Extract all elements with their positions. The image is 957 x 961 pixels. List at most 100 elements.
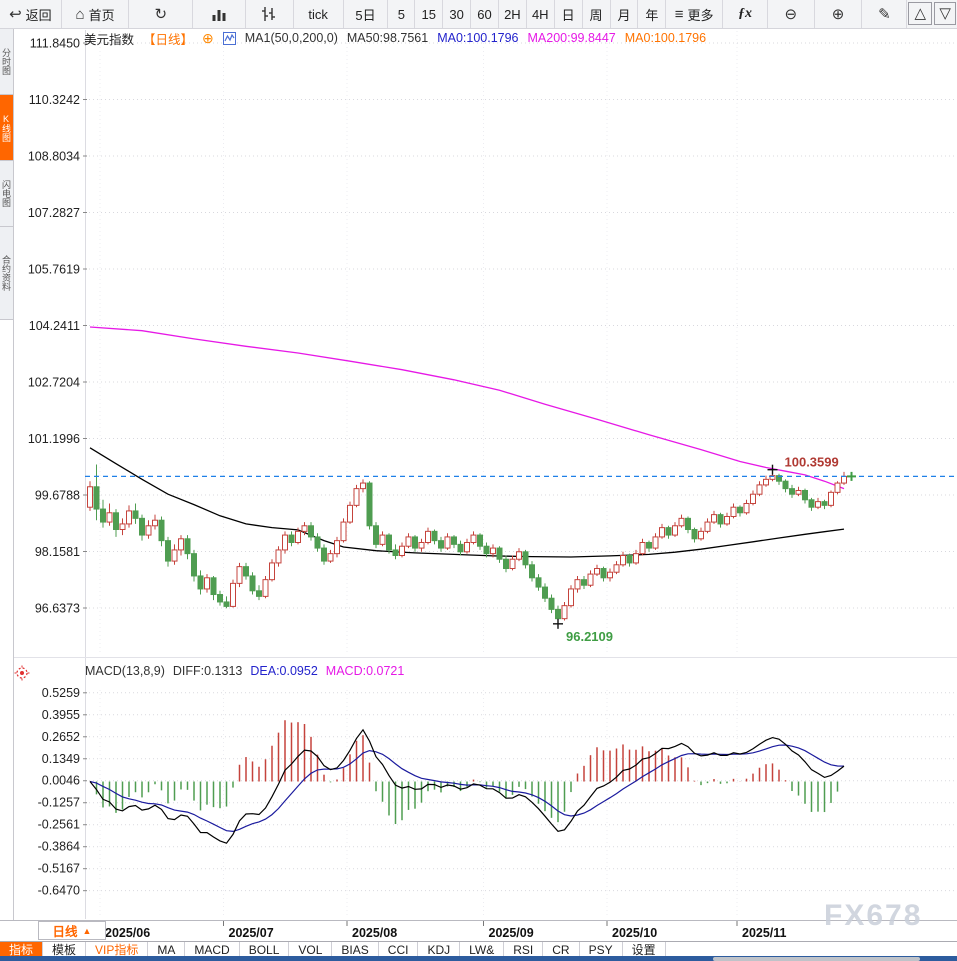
period-5-button[interactable]: 5 bbox=[388, 0, 416, 28]
period-day-button[interactable]: 日 bbox=[555, 0, 583, 28]
period-2h-button[interactable]: 2H bbox=[499, 0, 527, 28]
price-chart-legend: 美元指数 【日线】 ⊕ MA1(50,0,200,0) MA50:98.7561 MA0:… bbox=[84, 29, 706, 47]
tab-lw[interactable]: LW& bbox=[460, 942, 505, 957]
tab-rsi[interactable]: RSI bbox=[504, 942, 544, 957]
home-button[interactable]: ⌂ 首页 bbox=[62, 0, 130, 28]
price-axis-label: 111.8450 bbox=[30, 37, 80, 51]
zoom-in-button[interactable]: ⊕ bbox=[815, 0, 863, 28]
tab-cr[interactable]: CR bbox=[543, 942, 580, 957]
tab-templates[interactable]: 模板 bbox=[43, 942, 87, 957]
period-30-button[interactable]: 30 bbox=[443, 0, 472, 28]
candle-body bbox=[171, 549, 178, 562]
candle-body bbox=[477, 534, 483, 547]
more-button[interactable]: ≡ 更多 bbox=[666, 0, 724, 28]
candle-body bbox=[470, 534, 477, 544]
tab-psy[interactable]: PSY bbox=[580, 942, 623, 957]
period-selector-label: 日线 bbox=[52, 925, 78, 939]
period-15-button[interactable]: 15 bbox=[415, 0, 444, 28]
macd-axis-label: 0.5259 bbox=[42, 686, 80, 700]
tick-button-label: tick bbox=[308, 6, 328, 22]
candle-body bbox=[659, 527, 665, 538]
tab-vol[interactable]: VOL bbox=[289, 942, 333, 957]
candle-body bbox=[126, 510, 132, 525]
sidebar-item-lightning-chart[interactable]: 闪电图 bbox=[0, 161, 13, 227]
candle-body bbox=[379, 534, 386, 545]
x-axis-label: 2025/08 bbox=[352, 926, 397, 940]
x-axis-label: 2025/10 bbox=[612, 926, 657, 940]
tick-button[interactable]: tick bbox=[294, 0, 344, 28]
period-2h-button-label: 2H bbox=[504, 6, 521, 22]
candle-body bbox=[106, 512, 113, 523]
candle-body bbox=[711, 514, 717, 523]
candle-body bbox=[698, 530, 704, 540]
collapse-up-button[interactable]: △ bbox=[908, 2, 933, 25]
macd-axis-label: 0.2652 bbox=[42, 730, 80, 744]
candle-body bbox=[516, 551, 522, 560]
candle-body bbox=[496, 547, 503, 560]
horizontal-scrollbar[interactable] bbox=[0, 956, 957, 961]
candle-body bbox=[360, 482, 366, 490]
candle-body bbox=[574, 579, 581, 590]
collapse-down-button[interactable]: ▽ bbox=[934, 2, 957, 25]
candle-body bbox=[743, 502, 750, 514]
zoom-out-button[interactable]: ⊖ bbox=[768, 0, 815, 28]
candle-body bbox=[633, 553, 639, 564]
period-week-button[interactable]: 周 bbox=[583, 0, 611, 28]
scrollbar-thumb[interactable] bbox=[713, 956, 920, 961]
back-button[interactable]: ↩ 返回 bbox=[0, 0, 62, 28]
period-year-button-label: 年 bbox=[645, 7, 659, 23]
bar-chart-icon bbox=[212, 10, 226, 21]
candle-body bbox=[314, 536, 321, 549]
macd-axis-label: 0.1349 bbox=[42, 752, 80, 766]
candle-body bbox=[353, 488, 360, 506]
price-axis-label: 96.6373 bbox=[35, 601, 80, 615]
add-indicator-icon[interactable]: ⊕ bbox=[202, 29, 214, 46]
candle-body bbox=[639, 542, 646, 555]
tab-macd[interactable]: MACD bbox=[185, 942, 240, 957]
ma200-line bbox=[89, 326, 845, 490]
candle-body bbox=[802, 489, 808, 501]
candle-body bbox=[418, 542, 425, 549]
tab-settings[interactable]: 设置 bbox=[623, 942, 666, 957]
candlestick-icon bbox=[262, 7, 276, 21]
period-5d-button[interactable]: 5日 bbox=[344, 0, 389, 28]
tab-vip-indicators[interactable]: VIP指标 bbox=[86, 942, 149, 957]
candle-body bbox=[275, 549, 282, 564]
tab-kdj[interactable]: KDJ bbox=[418, 942, 461, 957]
tab-cci[interactable]: CCI bbox=[379, 942, 419, 957]
candle-body bbox=[243, 566, 249, 577]
price-axis-label: 102.7204 bbox=[28, 375, 80, 389]
indicator-settings-icon[interactable] bbox=[14, 665, 30, 681]
fx-icon: ƒx bbox=[737, 6, 752, 21]
candle-body bbox=[438, 540, 444, 549]
tab-bias[interactable]: BIAS bbox=[332, 942, 379, 957]
tab-boll[interactable]: BOLL bbox=[240, 942, 290, 957]
candle-body bbox=[652, 536, 659, 549]
draw-button[interactable]: ✎ bbox=[862, 0, 908, 28]
candle-body bbox=[223, 601, 230, 607]
tab-ma[interactable]: MA bbox=[148, 942, 186, 957]
home-icon: ⌂ bbox=[75, 5, 85, 23]
sidebar-item-time-chart[interactable]: 分时图 bbox=[0, 29, 13, 95]
period-year-button[interactable]: 年 bbox=[638, 0, 667, 28]
candle-body bbox=[808, 499, 815, 508]
candle-body bbox=[386, 534, 392, 551]
period-month-button[interactable]: 月 bbox=[611, 0, 639, 28]
tab-indicators[interactable]: 指标 bbox=[0, 942, 44, 957]
sidebar-item-contract-info[interactable]: 合约资料 bbox=[0, 227, 13, 320]
macd-axis-label: -0.1257 bbox=[38, 796, 80, 810]
bar-chart-button[interactable] bbox=[193, 0, 246, 28]
candle-body bbox=[815, 501, 821, 508]
period-month-button-label: 月 bbox=[617, 7, 631, 23]
macd-axis-label: -0.3864 bbox=[38, 840, 80, 854]
period-60-button[interactable]: 60 bbox=[471, 0, 499, 28]
zoom-out-icon: ⊖ bbox=[784, 5, 798, 23]
sidebar-item-kline-chart[interactable]: K线图 bbox=[0, 95, 13, 161]
period-4h-button[interactable]: 4H bbox=[527, 0, 555, 28]
formula-button[interactable]: ƒx bbox=[723, 0, 768, 28]
refresh-button[interactable]: ↻ bbox=[129, 0, 194, 28]
candle-body bbox=[308, 525, 314, 538]
candlestick-button[interactable] bbox=[246, 0, 294, 28]
period-selector[interactable]: 日线 ▲ bbox=[38, 921, 106, 940]
